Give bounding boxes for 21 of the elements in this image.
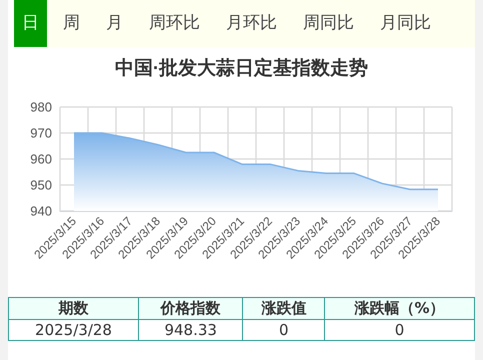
text: 周环比 (148, 12, 200, 35)
text: 价格指数 (138, 298, 243, 320)
y-tick-label: 970 (30, 126, 52, 140)
y-tick-label: 960 (30, 152, 52, 166)
chart-title: 中国·批发大蒜日定基指数走势 (114, 57, 368, 79)
text: 涨跌值 (242, 298, 325, 320)
text: 周 (62, 12, 80, 35)
text: 涨跌幅（%） (324, 298, 474, 320)
text: 948.33 (138, 320, 243, 340)
text: 期数 (8, 298, 139, 320)
text: 月环比 (225, 12, 277, 35)
text: 周同比 (302, 12, 354, 35)
text: 月 (105, 12, 123, 35)
y-tick-label: 940 (30, 204, 52, 218)
y-tick-label: 950 (30, 178, 52, 192)
text: 0 (324, 320, 474, 340)
y-tick-label: 980 (30, 100, 52, 114)
text: 0 (242, 320, 325, 340)
text: 2025/3/28 (8, 320, 139, 340)
text: 月同比 (379, 12, 431, 35)
text: 日 (14, 0, 47, 47)
